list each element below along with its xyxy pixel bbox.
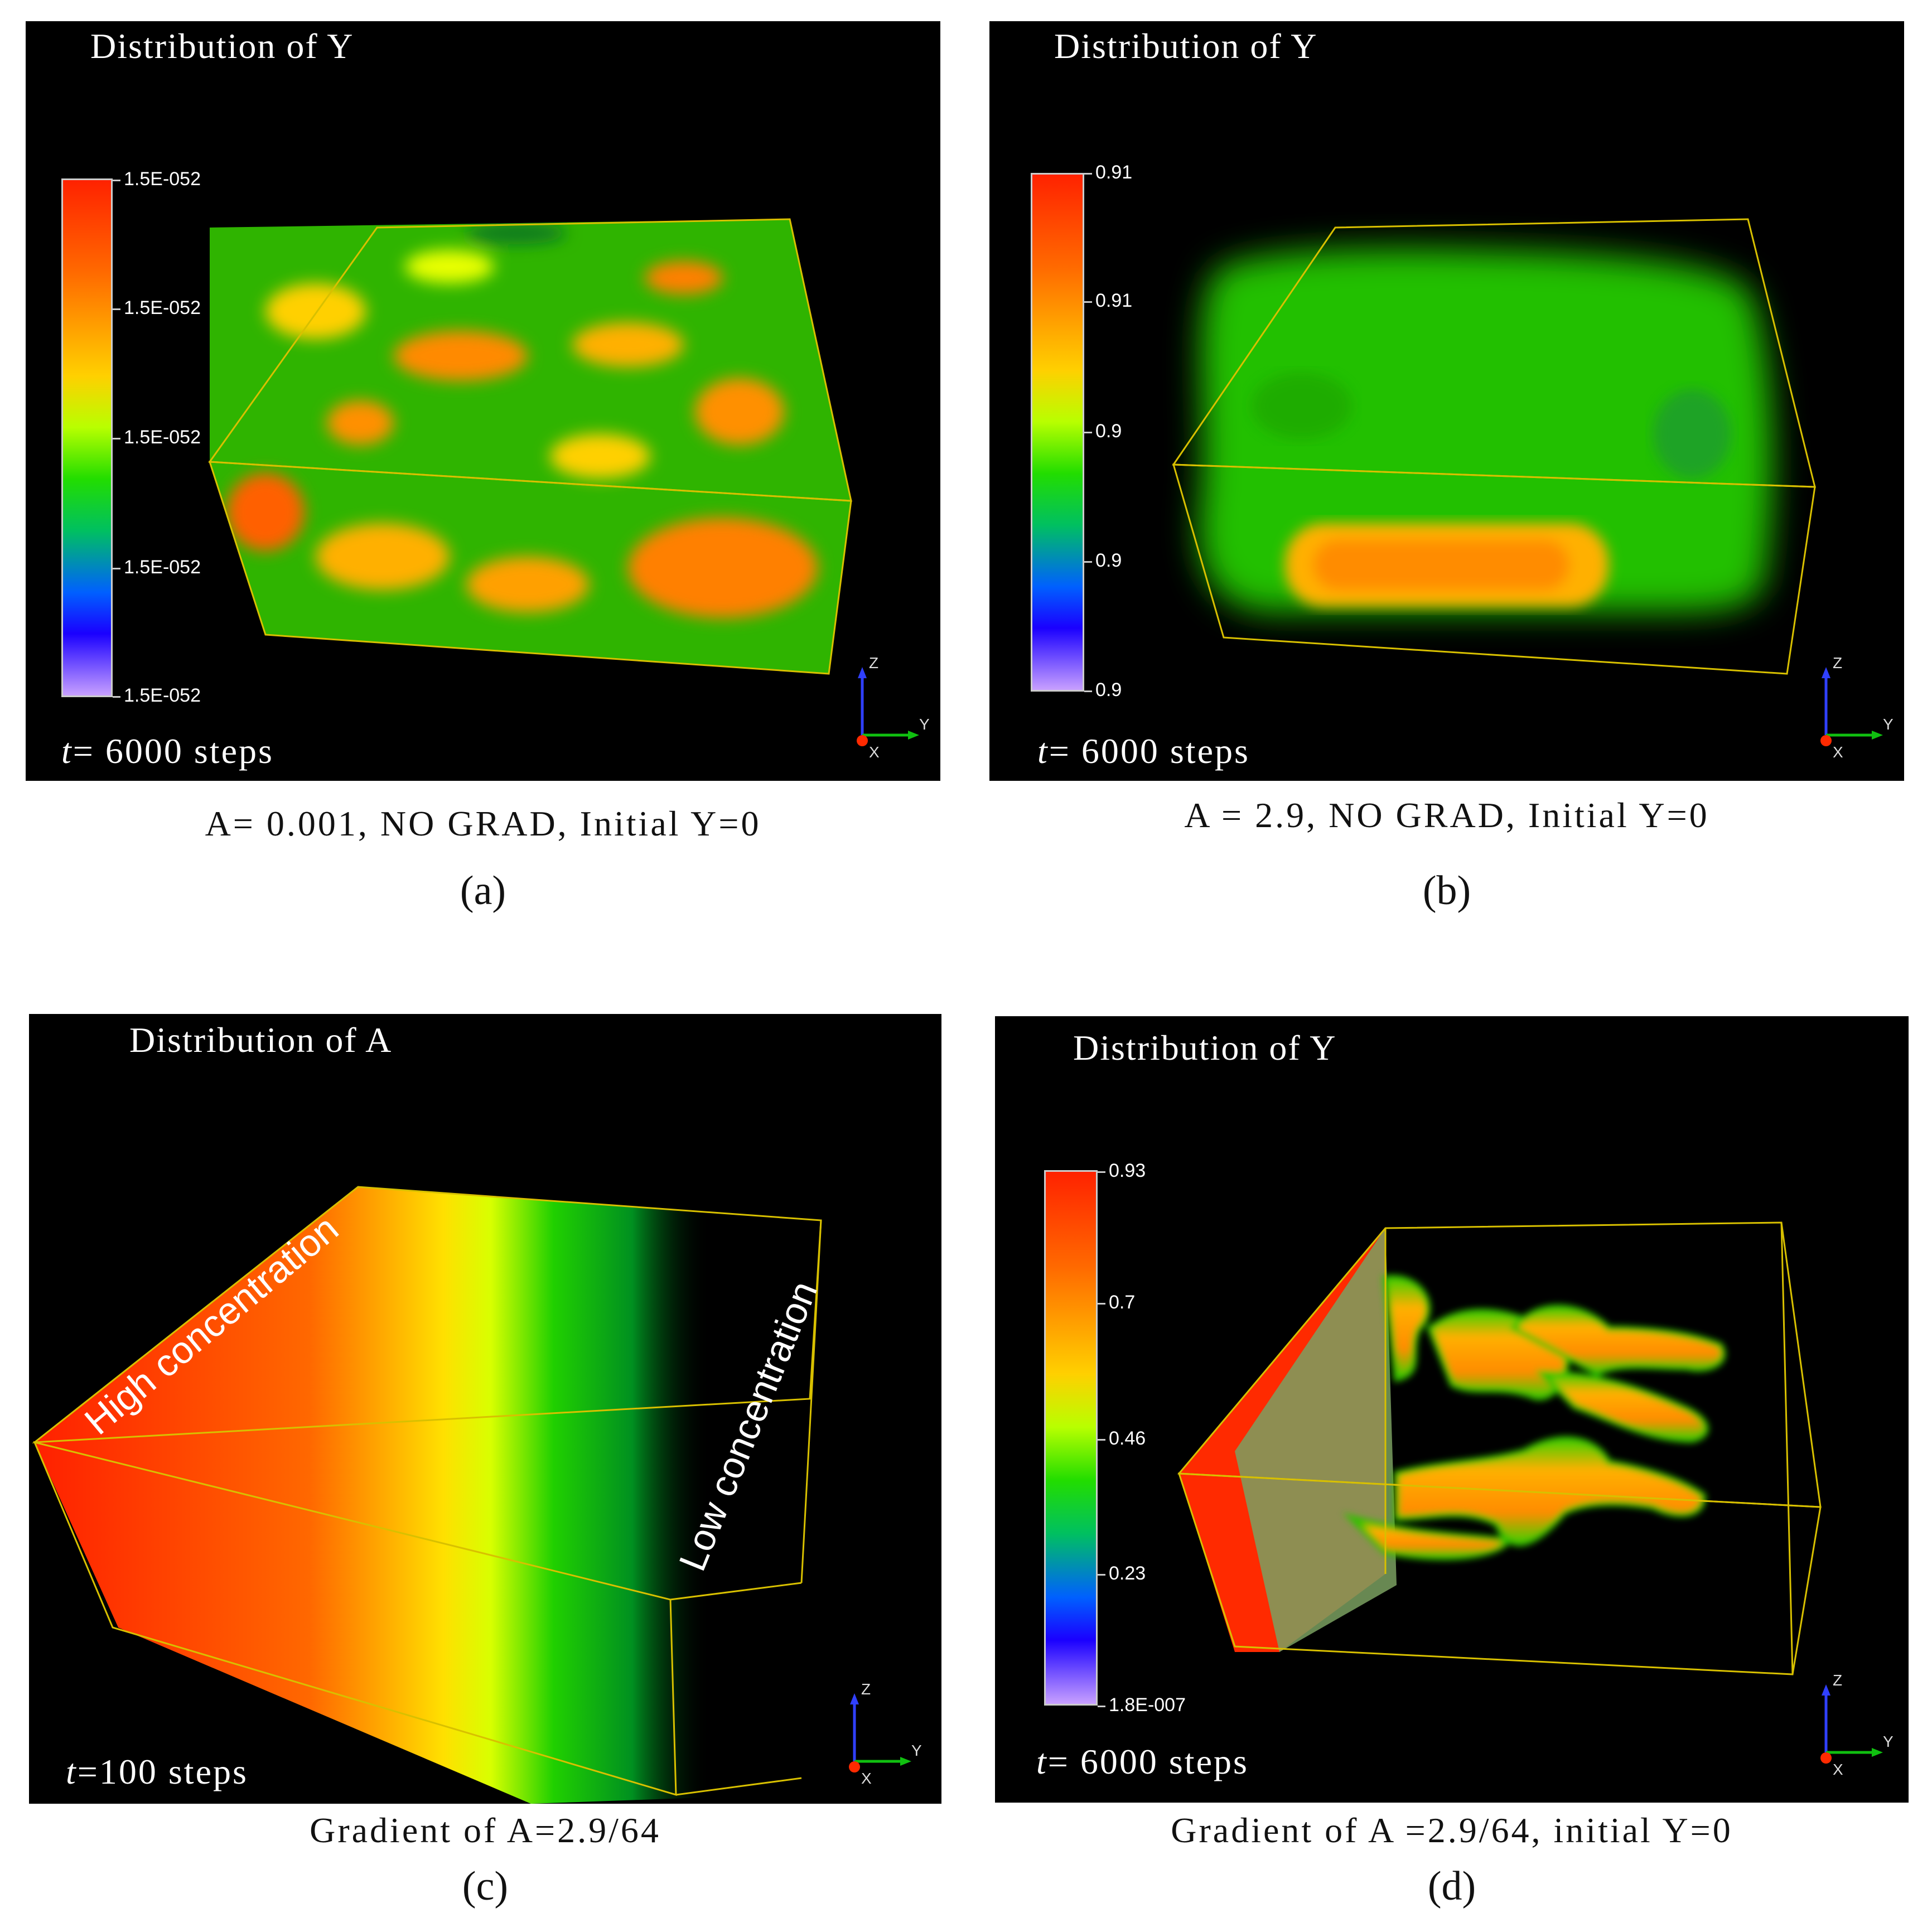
colorbar-tick: 1.5E-052: [113, 685, 201, 707]
panel-title: Distribution of Y: [1073, 1028, 1337, 1068]
colorbar: [61, 178, 113, 697]
panel-label-c: (c): [462, 1863, 509, 1909]
colorbar-tick: 0.91: [1084, 162, 1132, 183]
colorbar-tick: 1.5E-052: [113, 168, 201, 190]
volume-render-d: [1177, 1221, 1822, 1675]
time-step-label: t=100 steps: [66, 1752, 248, 1791]
panel-label-b: (b): [1422, 868, 1471, 914]
panel-b: Distribution of Y 0.91 0.91 0.9 0.9 0.9 …: [989, 21, 1904, 781]
panel-c: Distribution of A High concentration Low…: [29, 1014, 941, 1804]
svg-text:Z: Z: [861, 1680, 871, 1698]
svg-text:X: X: [869, 743, 880, 761]
colorbar-tick: 0.9: [1084, 679, 1122, 701]
caption-a: A= 0.001, NO GRAD, Initial Y=0: [205, 804, 761, 843]
colorbar: [1044, 1170, 1098, 1706]
panel-a: Distribution of Y 1.5E-052 1.5E-052 1.5E…: [26, 21, 940, 781]
panel-title: Distribution of Y: [1054, 26, 1318, 66]
caption-d: Gradient of A =2.9/64, initial Y=0: [1171, 1810, 1733, 1850]
svg-text:X: X: [861, 1770, 872, 1787]
colorbar-tick: 0.93: [1098, 1160, 1146, 1182]
colorbar-tick: 0.9: [1084, 421, 1122, 442]
caption-c: Gradient of A=2.9/64: [310, 1810, 661, 1850]
axes-triad-icon: Z Y X: [1820, 654, 1893, 761]
colorbar-tick: 1.5E-052: [113, 427, 201, 448]
svg-text:Y: Y: [911, 1742, 921, 1759]
panel-title: Distribution of A: [129, 1020, 393, 1060]
colorbar-tick: 1.5E-052: [113, 557, 201, 578]
volume-render-a: [208, 218, 852, 675]
volume-render-b: [1172, 218, 1816, 675]
time-step-label: t= 6000 steps: [1037, 731, 1250, 771]
panel-title: Distribution of Y: [90, 26, 354, 66]
panel-label-d: (d): [1427, 1863, 1476, 1909]
svg-text:Z: Z: [869, 654, 878, 672]
svg-text:Y: Y: [1883, 1733, 1893, 1750]
caption-b: A = 2.9, NO GRAD, Initial Y=0: [1184, 795, 1709, 835]
colorbar-tick: 1.8E-007: [1098, 1694, 1186, 1716]
svg-text:Y: Y: [919, 716, 929, 733]
time-step-label: t= 6000 steps: [1036, 1742, 1249, 1781]
colorbar-tick: 1.5E-052: [113, 297, 201, 319]
svg-text:X: X: [1833, 743, 1843, 761]
panel-label-a: (a): [460, 868, 506, 914]
colorbar-tick: 0.46: [1098, 1428, 1146, 1450]
time-step-label: t= 6000 steps: [61, 731, 274, 771]
panel-d: Distribution of Y 0.93 0.7 0.46 0.23 1.8…: [995, 1016, 1909, 1803]
svg-text:Z: Z: [1833, 1672, 1842, 1689]
colorbar-tick: 0.23: [1098, 1563, 1146, 1585]
svg-text:X: X: [1833, 1761, 1843, 1778]
axes-triad-icon: Z Y X: [1820, 1672, 1893, 1778]
axes-triad-icon: Z Y X: [857, 654, 929, 761]
colorbar: [1031, 173, 1084, 692]
volume-render-c: [32, 1186, 822, 1804]
colorbar-tick: 0.7: [1098, 1292, 1135, 1313]
svg-text:Y: Y: [1883, 716, 1893, 733]
axes-triad-icon: Z Y X: [849, 1680, 921, 1787]
colorbar-tick: 0.91: [1084, 290, 1132, 312]
colorbar-tick: 0.9: [1084, 550, 1122, 572]
svg-text:Z: Z: [1833, 654, 1842, 672]
